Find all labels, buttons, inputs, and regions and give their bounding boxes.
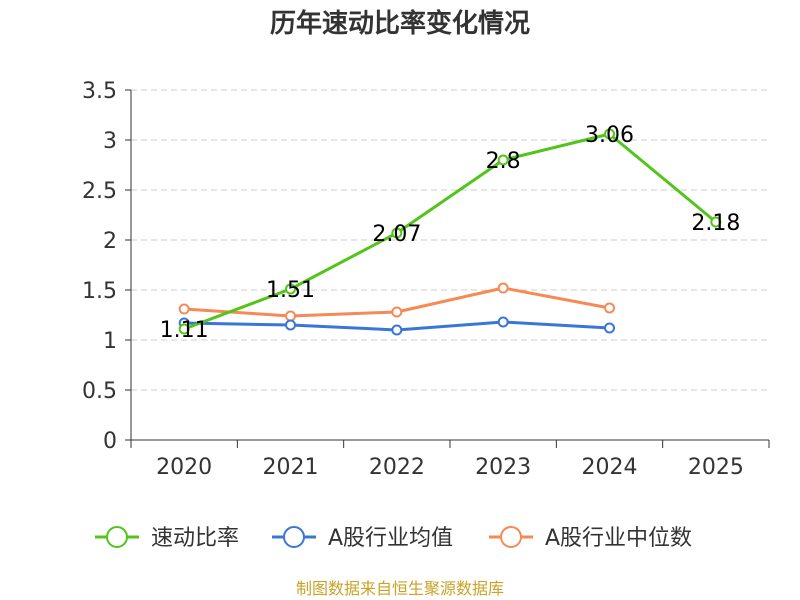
y-tick-label: 2	[103, 229, 117, 254]
x-tick-label: 2022	[369, 455, 425, 480]
x-tick-label: 2023	[475, 455, 531, 480]
data-point	[391, 324, 403, 336]
legend-label: A股行业中位数	[545, 526, 692, 551]
data-label: 2.18	[691, 211, 740, 236]
y-tick-label: 3	[103, 129, 117, 154]
data-point	[604, 322, 615, 334]
legend-item-1[interactable]: A股行业均值	[272, 526, 453, 551]
x-axis: 2020 2021 2022 2023 2024 2025	[130, 439, 770, 480]
y-tick-label: 1.5	[82, 279, 117, 304]
data-point	[285, 319, 296, 331]
legend-label: 速动比率	[151, 526, 239, 551]
data-point	[604, 302, 615, 314]
series-line-0	[183, 132, 717, 331]
legend-label: A股行业均值	[328, 526, 453, 551]
y-axis: 0 0.5 1 1.5 2 2.5 3 3.5	[82, 79, 132, 454]
data-point	[285, 310, 296, 322]
data-label: 2.07	[372, 222, 421, 247]
data-label: 3.06	[585, 123, 634, 148]
data-source-note: 制图数据来自恒生聚源数据库	[296, 579, 504, 598]
y-tick-label: 0.5	[82, 379, 117, 404]
legend-marker	[283, 526, 305, 548]
data-point	[391, 227, 403, 239]
legend-marker	[106, 526, 128, 548]
x-tick-label: 2021	[263, 455, 319, 480]
legend-item-0[interactable]: 速动比率	[95, 526, 239, 551]
data-point	[604, 128, 615, 140]
data-label: 1.51	[266, 278, 315, 303]
y-tick-label: 2.5	[82, 179, 117, 204]
chart-title: 历年速动比率变化情况	[270, 8, 530, 39]
data-point	[285, 283, 296, 295]
y-tick-label: 3.5	[82, 79, 117, 104]
data-point	[391, 306, 403, 318]
data-labels: 1.11 1.51 2.07 2.8 3.06 2.18	[160, 123, 741, 343]
data-label: 2.8	[486, 149, 521, 174]
data-point	[710, 216, 722, 228]
x-tick-label: 2024	[582, 455, 638, 480]
data-point	[497, 316, 509, 328]
data-point	[178, 303, 190, 315]
legend-item-2[interactable]: A股行业中位数	[489, 526, 692, 551]
x-tick-label: 2020	[156, 455, 212, 480]
data-point	[497, 154, 509, 166]
grid-lines	[131, 89, 769, 391]
series-layer	[178, 128, 722, 336]
legend-marker	[500, 526, 522, 548]
legend[interactable]: 速动比率 A股行业均值 A股行业中位数	[95, 526, 692, 551]
data-label: 1.11	[160, 318, 209, 343]
data-point	[178, 323, 190, 335]
x-tick-label: 2025	[688, 455, 744, 480]
y-tick-label: 1	[103, 329, 117, 354]
y-tick-label: 0	[103, 429, 117, 454]
data-point	[497, 282, 509, 294]
